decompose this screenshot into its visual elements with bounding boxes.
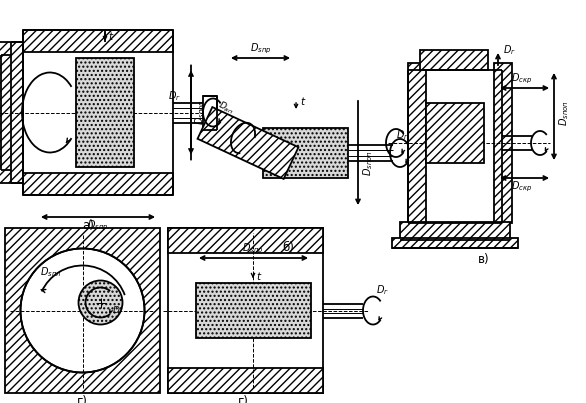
Text: $D_{вп}$: $D_{вп}$ xyxy=(216,99,236,117)
Text: $D_{sпоп}$: $D_{sпоп}$ xyxy=(361,150,375,176)
Bar xyxy=(23,173,173,195)
Bar xyxy=(263,128,348,178)
Bar xyxy=(168,228,323,393)
Text: $D_{sпоп}$: $D_{sпоп}$ xyxy=(193,100,207,125)
Text: $t$: $t$ xyxy=(256,270,262,282)
Text: $D_{г}$: $D_{г}$ xyxy=(503,43,516,57)
Text: $D_{скр}$: $D_{скр}$ xyxy=(512,180,533,194)
Bar xyxy=(400,222,510,240)
Bar xyxy=(494,63,512,223)
Bar xyxy=(408,63,426,223)
Bar xyxy=(168,368,323,393)
Circle shape xyxy=(21,249,145,372)
Bar xyxy=(0,42,23,183)
Text: $D_{sпоп}$: $D_{sпоп}$ xyxy=(557,100,571,126)
Circle shape xyxy=(79,280,122,324)
Bar xyxy=(203,96,217,129)
Bar xyxy=(76,58,134,167)
Text: $D_{sпр}$: $D_{sпр}$ xyxy=(242,242,264,256)
Text: $D_{sпл}$: $D_{sпл}$ xyxy=(40,266,62,279)
Text: $t$: $t$ xyxy=(300,95,306,107)
Polygon shape xyxy=(197,107,298,179)
Text: в): в) xyxy=(478,253,490,266)
Bar xyxy=(420,50,488,70)
Text: $D_{скр}$: $D_{скр}$ xyxy=(512,72,533,86)
Text: б): б) xyxy=(282,241,294,255)
Text: $D_{г}$: $D_{г}$ xyxy=(376,284,390,297)
Text: г): г) xyxy=(237,395,248,403)
Bar xyxy=(196,283,311,338)
Bar xyxy=(5,228,160,393)
Text: г): г) xyxy=(77,395,88,403)
Text: $D_{sпр}$: $D_{sпр}$ xyxy=(250,42,272,56)
Text: $D_{sпр}$: $D_{sпр}$ xyxy=(87,219,109,233)
Text: $D_{г}$: $D_{г}$ xyxy=(397,128,410,142)
Text: $D_{г}$: $D_{г}$ xyxy=(113,304,125,317)
Text: $D_{г}$: $D_{г}$ xyxy=(168,89,182,104)
Bar xyxy=(168,228,323,253)
Text: $t$: $t$ xyxy=(108,30,114,42)
Bar xyxy=(23,30,173,52)
Text: а): а) xyxy=(82,218,94,231)
Bar xyxy=(392,238,518,248)
Bar xyxy=(426,103,484,163)
